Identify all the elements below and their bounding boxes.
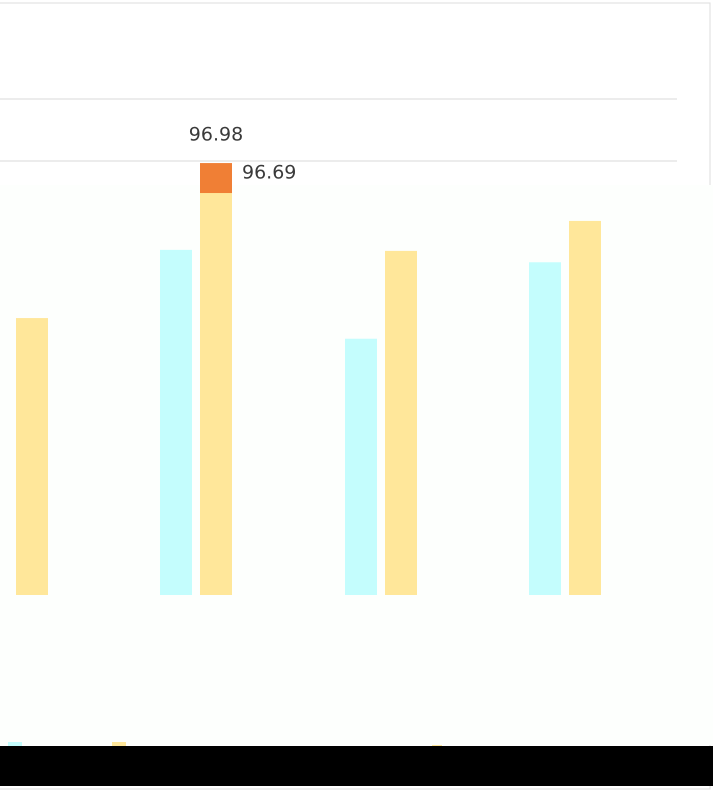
bar: [529, 262, 561, 595]
bar: [200, 193, 232, 596]
data-label: 96.98: [189, 124, 243, 146]
bar: [569, 220, 601, 595]
bar: [16, 318, 48, 595]
bar: [385, 250, 417, 595]
black-band: [0, 746, 713, 786]
bar: [345, 338, 377, 595]
data-label: 96.69: [242, 162, 296, 184]
bar: [160, 249, 192, 595]
